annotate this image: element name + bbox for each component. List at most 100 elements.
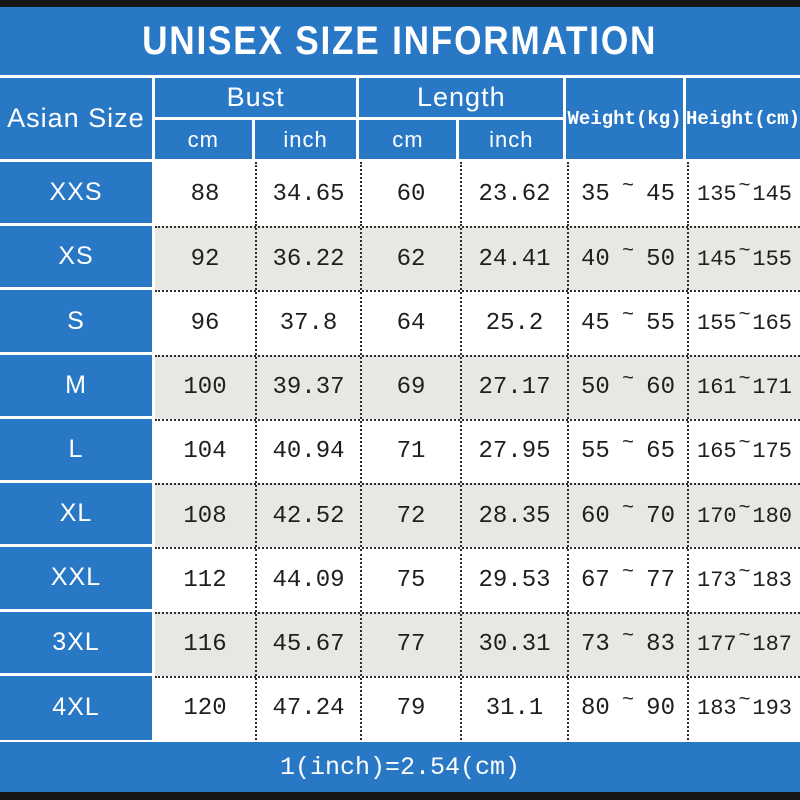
row-data: 116 45.67 77 30.31 73 ~ 83 177 ~ 187: [155, 611, 800, 676]
height-max: 165: [752, 311, 792, 337]
header-height: Height(cm): [685, 107, 800, 130]
bust-cm-cell: 104: [183, 438, 227, 466]
row-data: 112 44.09 75 29.53 67 ~ 77 173 ~ 183: [155, 547, 800, 612]
bust-inch-cell: 39.37: [255, 356, 360, 419]
header-group-length: Length cm inch: [359, 78, 567, 159]
weight-range-cell: 67 ~ 77: [567, 549, 687, 612]
row-data: 88 34.65 60 23.62 35 ~ 45 135 ~ 145: [155, 162, 800, 227]
footer-bar: 1(inch)=2.54(cm): [0, 740, 800, 792]
size-label-cell: S: [0, 290, 155, 355]
weight-min: 40: [581, 245, 610, 273]
table-row: XL 108 42.52 72 28.35 60 ~ 70 170 ~ 180: [0, 483, 800, 548]
bust-inch-cell: 44.09: [255, 549, 360, 612]
title-bar: UNISEX SIZE INFORMATION: [0, 7, 800, 78]
tilde-separator: ~: [621, 625, 634, 649]
tilde-separator: ~: [738, 304, 751, 328]
length-inch-cell: 28.35: [460, 485, 567, 548]
weight-min: 50: [581, 374, 610, 402]
header-length-inch: inch: [489, 126, 534, 152]
length-cm-cell: 79: [360, 677, 460, 740]
header-length-label: Length: [359, 78, 564, 120]
row-data: 100 39.37 69 27.17 50 ~ 60 161 ~ 171: [155, 354, 800, 419]
weight-range-cell: 80 ~ 90: [567, 677, 687, 740]
weight-min: 60: [581, 502, 610, 530]
row-data: 104 40.94 71 27.95 55 ~ 65 165 ~ 175: [155, 418, 800, 484]
height-range-cell: 145 ~ 155: [687, 228, 800, 291]
row-data: 108 42.52 72 28.35 60 ~ 70 170 ~ 180: [155, 483, 800, 548]
length-cm-cell: 64: [360, 292, 460, 355]
row-data: 96 37.8 64 25.2 45 ~ 55 155 ~ 165: [155, 290, 800, 355]
height-range-cell: 170 ~ 180: [687, 485, 800, 548]
height-range-cell: 161 ~ 171: [687, 356, 800, 419]
header-length-subrow: cm inch: [359, 120, 563, 159]
length-cm-cell: 75: [360, 549, 460, 612]
tilde-separator: ~: [621, 496, 634, 520]
height-range-cell: 165 ~ 175: [687, 420, 800, 484]
weight-range-cell: 55 ~ 65: [567, 420, 687, 484]
table-header: Asian Size Bust cm inch Length cm inch W…: [0, 78, 800, 162]
bust-cm-cell: 116: [183, 631, 227, 659]
table-row: XS 92 36.22 62 24.41 40 ~ 50 145 ~ 155: [0, 226, 800, 291]
bust-cm-cell: 120: [183, 695, 227, 723]
header-length-cm: cm: [359, 120, 460, 159]
header-group-bust: Bust cm inch: [154, 78, 360, 159]
weight-min: 80: [581, 695, 610, 723]
height-min: 145: [697, 246, 737, 272]
size-label-cell: XXL: [0, 547, 155, 612]
top-strip: [0, 0, 800, 7]
size-label-cell: M: [0, 354, 155, 419]
weight-max: 50: [646, 245, 675, 273]
tilde-separator: ~: [738, 689, 751, 713]
weight-max: 77: [646, 566, 675, 594]
tilde-separator: ~: [738, 432, 751, 456]
bust-cm-cell: 92: [190, 245, 220, 273]
height-max: 180: [752, 503, 792, 529]
height-range-cell: 173 ~ 183: [687, 549, 800, 612]
weight-max: 83: [646, 631, 675, 659]
weight-min: 35: [581, 180, 610, 208]
tilde-separator: ~: [738, 496, 751, 520]
length-inch-cell: 30.31: [460, 613, 567, 676]
tilde-separator: ~: [738, 174, 751, 198]
table-row: 3XL 116 45.67 77 30.31 73 ~ 83 177 ~ 187: [0, 611, 800, 676]
weight-max: 55: [646, 310, 675, 338]
bust-inch-cell: 47.24: [255, 677, 360, 740]
length-inch-cell: 27.95: [460, 420, 567, 484]
table-row: XXS 88 34.65 60 23.62 35 ~ 45 135 ~ 145: [0, 162, 800, 227]
length-cm-cell: 77: [360, 613, 460, 676]
header-bust-subrow: cm inch: [155, 120, 357, 159]
tilde-separator: ~: [621, 560, 634, 584]
bust-cm-cell: 88: [190, 180, 220, 208]
conversion-note: 1(inch)=2.54(cm): [279, 752, 521, 782]
tilde-separator: ~: [621, 689, 634, 713]
bust-cm-cell: 112: [183, 566, 227, 594]
height-max: 193: [752, 696, 792, 722]
weight-range-cell: 60 ~ 70: [567, 485, 687, 548]
height-min: 135: [697, 181, 737, 207]
weight-range-cell: 35 ~ 45: [567, 162, 687, 227]
bottom-strip: [0, 792, 800, 800]
tilde-separator: ~: [621, 432, 634, 456]
bust-inch-cell: 45.67: [255, 613, 360, 676]
tilde-separator: ~: [621, 174, 634, 198]
table-row: S 96 37.8 64 25.2 45 ~ 55 155 ~ 165: [0, 290, 800, 355]
length-cm-cell: 62: [360, 228, 460, 291]
weight-max: 70: [646, 502, 675, 530]
height-range-cell: 135 ~ 145: [687, 162, 800, 227]
bust-inch-cell: 37.8: [255, 292, 360, 355]
bust-inch-cell: 36.22: [255, 228, 360, 291]
weight-range-cell: 73 ~ 83: [567, 613, 687, 676]
weight-min: 55: [581, 438, 610, 466]
table-row: 4XL 120 47.24 79 31.1 80 ~ 90 183 ~ 193: [0, 675, 800, 740]
tilde-separator: ~: [621, 239, 634, 263]
bust-inch-cell: 40.94: [255, 420, 360, 484]
length-cm-cell: 71: [360, 420, 460, 484]
height-range-cell: 155 ~ 165: [687, 292, 800, 355]
length-cm-cell: 72: [360, 485, 460, 548]
size-label-cell: 4XL: [0, 675, 155, 740]
bust-cm-cell: 96: [190, 310, 220, 338]
bust-inch-cell: 42.52: [255, 485, 360, 548]
height-max: 187: [752, 632, 792, 658]
height-min: 173: [697, 567, 737, 593]
